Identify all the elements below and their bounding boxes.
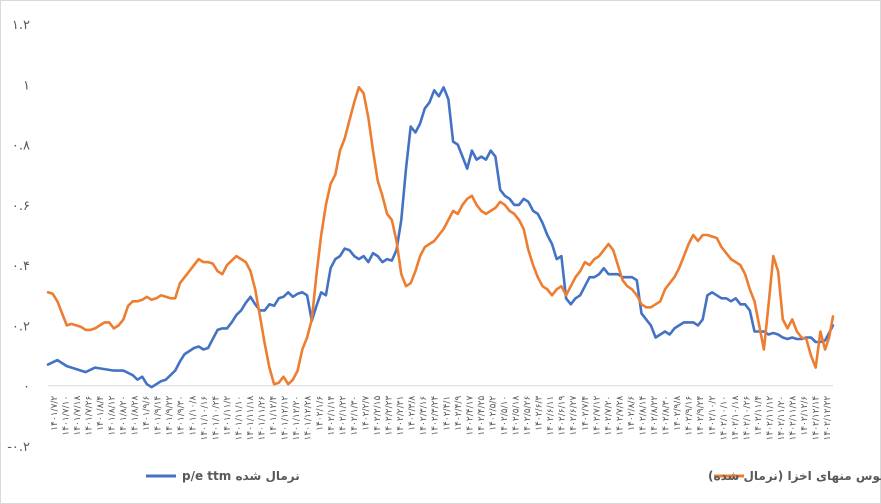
x-tick-label: ۱۴۰۱/۱۰/۲۴ bbox=[211, 396, 221, 441]
x-tick-label: ۱۴۰۱/۱۲/۱۲ bbox=[281, 396, 291, 441]
x-tick-label: ۱۴۰۲/۸/۶ bbox=[627, 396, 637, 431]
x-tick-label: ۱۴۰۲/۷/۴ bbox=[581, 396, 591, 431]
y-axis-ticks: -۰.۲ ۰ ۰.۲ ۰.۴ ۰.۶ ۰.۸ ۱ ۱.۲ bbox=[7, 18, 30, 455]
x-tick-label: ۱۴۰۲/۲/۱۵ bbox=[373, 396, 383, 436]
y-tick-label: ۱.۲ bbox=[12, 18, 30, 33]
x-tick-label: ۱۴۰۱/۷/۱۰ bbox=[61, 396, 71, 436]
x-tick-label: ۱۴۰۲/۸/۱۴ bbox=[639, 396, 649, 436]
x-tick-label: ۱۴۰۲/۸/۳۰ bbox=[662, 396, 672, 436]
x-tick-label: ۱۴۰۱/۷/۲ bbox=[50, 396, 60, 431]
x-tick-label: ۱۴۰۲/۲/۲۳ bbox=[385, 396, 395, 436]
x-tick-label: ۱۴۰۱/۱۲/۲۸ bbox=[304, 396, 314, 441]
x-tick-label: ۱۴۰۲/۷/۲۰ bbox=[604, 396, 614, 436]
x-tick-label: ۱۴۰۲/۵/۱۰ bbox=[500, 396, 510, 436]
x-tick-label: ۱۴۰۲/۳/۱۶ bbox=[419, 396, 429, 436]
legend: میانگین ۱۰ روزه تلاطم اهرم منهای لوتوس م… bbox=[146, 469, 881, 484]
x-tick-label: ۱۴۰۱/۹/۱۴ bbox=[154, 396, 164, 436]
y-tick-label: ۰.۶ bbox=[12, 199, 30, 214]
x-tick-label: ۱۴۰۱/۹/۶ bbox=[142, 396, 152, 431]
x-tick-label: ۱۴۰۱/۱۱/۱۸ bbox=[246, 396, 256, 441]
x-tick-label: ۱۴۰۲/۹/۸ bbox=[673, 396, 683, 431]
x-tick-label: ۱۴۰۱/۱۱/۱۰ bbox=[234, 396, 244, 441]
y-tick-label: ۰.۸ bbox=[12, 139, 30, 154]
x-tick-label: ۱۴۰۲/۱۰/۲ bbox=[708, 396, 718, 436]
x-tick-label: ۱۴۰۱/۷/۲۶ bbox=[84, 396, 94, 436]
x-tick-label: ۱۴۰۱/۸/۲۰ bbox=[119, 396, 129, 436]
series-line-1 bbox=[46, 86, 835, 386]
y-tick-label: ۰ bbox=[23, 380, 30, 395]
x-tick-label: ۱۴۰۲/۶/۲۷ bbox=[569, 396, 579, 436]
y-tick-label: ۱ bbox=[23, 78, 30, 93]
x-tick-label: ۱۴۰۲/۴/۱۷ bbox=[465, 396, 475, 436]
x-tick-label: ۱۴۰۲/۹/۱۶ bbox=[685, 396, 695, 436]
y-tick-label: -۰.۲ bbox=[7, 440, 30, 455]
x-tick-label: ۱۴۰۲/۵/۱۸ bbox=[512, 396, 522, 436]
x-tick-label: ۱۴۰۲/۷/۲۸ bbox=[615, 396, 625, 436]
x-tick-label: ۱۴۰۲/۱۱/۲۸ bbox=[789, 396, 799, 441]
x-tick-label: ۱۴۰۲/۶/۳ bbox=[535, 396, 545, 431]
y-tick-label: ۰.۴ bbox=[12, 259, 30, 274]
y-tick-label: ۰.۲ bbox=[12, 319, 30, 334]
x-tick-label: ۱۴۰۲/۱۰/۱۸ bbox=[731, 396, 741, 441]
x-tick-label: ۱۴۰۱/۹/۳۰ bbox=[177, 396, 187, 436]
series-lines bbox=[46, 86, 835, 389]
x-tick-label: ۱۴۰۲/۱/۲۲ bbox=[338, 396, 348, 436]
x-tick-label: ۱۴۰۱/۸/۱۲ bbox=[107, 396, 117, 436]
x-tick-label: ۱۴۰۲/۱۱/۴ bbox=[754, 396, 764, 436]
series-line-0 bbox=[46, 86, 835, 389]
x-tick-label: ۱۴۰۲/۶/۱۱ bbox=[546, 396, 556, 436]
x-tick-label: ۱۴۰۲/۴/۹ bbox=[454, 396, 464, 431]
x-tick-label: ۱۴۰۲/۵/۲۶ bbox=[523, 396, 533, 436]
x-tick-label: ۱۴۰۲/۱/۳۰ bbox=[350, 396, 360, 436]
x-tick-label: ۱۴۰۲/۱/۱۴ bbox=[327, 396, 337, 436]
x-tick-label: ۱۴۰۲/۲/۷ bbox=[361, 396, 371, 431]
x-tick-label: ۱۴۰۲/۱۱/۱۲ bbox=[766, 396, 776, 441]
x-tick-label: ۱۴۰۲/۱۲/۱۴ bbox=[812, 396, 822, 441]
x-tick-label: ۱۴۰۱/۱۲/۲۰ bbox=[292, 396, 302, 441]
legend-label-volatility: میانگین ۱۰ روزه تلاطم اهرم منهای لوتوس م… bbox=[708, 469, 881, 484]
x-tick-label: ۱۴۰۱/۸/۲۸ bbox=[131, 396, 141, 436]
x-tick-label: ۱۴۰۲/۱۲/۶ bbox=[800, 396, 810, 436]
x-tick-label: ۱۴۰۲/۷/۱۲ bbox=[592, 396, 602, 436]
x-tick-label: ۱۴۰۲/۸/۲۲ bbox=[650, 396, 660, 436]
x-tick-label: ۱۴۰۱/۱۲/۴ bbox=[269, 396, 279, 436]
x-tick-label: ۱۴۰۲/۶/۱۹ bbox=[558, 396, 568, 436]
x-axis-ticks: ۱۴۰۱/۷/۲ ۱۴۰۱/۷/۱۰ ۱۴۰۱/۷/۱۸ ۱۴۰۱/۷/۲۶ ۱۴۰۱/… bbox=[50, 396, 833, 441]
x-tick-label: ۱۴۰۱/۸/۴ bbox=[96, 396, 106, 431]
x-tick-label: ۱۴۰۱/۱۰/۸ bbox=[188, 396, 198, 436]
x-tick-label: ۱۴۰۲/۱۱/۲۰ bbox=[777, 396, 787, 441]
x-tick-label: ۱۴۰۲/۴/۱ bbox=[442, 396, 452, 431]
x-tick-label: ۱۴۰۲/۱۲/۲۲ bbox=[823, 396, 833, 441]
x-tick-label: ۱۴۰۱/۹/۲۲ bbox=[165, 396, 175, 436]
x-tick-label: ۱۴۰۲/۵/۲ bbox=[488, 396, 498, 431]
x-tick-label: ۱۴۰۲/۲/۳۱ bbox=[396, 396, 406, 436]
x-tick-label: ۱۴۰۱/۷/۱۸ bbox=[73, 396, 83, 436]
x-tick-label: ۱۴۰۱/۱۰/۱۶ bbox=[200, 396, 210, 441]
x-tick-label: ۱۴۰۱/۱۱/۲۶ bbox=[258, 396, 268, 441]
x-tick-label: ۱۴۰۱/۱۱/۲ bbox=[223, 396, 233, 436]
x-tick-label: ۱۴۰۲/۱/۶ bbox=[315, 396, 325, 431]
x-tick-label: ۱۴۰۲/۳/۸ bbox=[408, 396, 418, 431]
x-tick-label: ۱۴۰۲/۳/۲۴ bbox=[431, 396, 441, 436]
legend-label-pe: p/e ttm نرمال شده bbox=[182, 469, 300, 483]
x-tick-label: ۱۴۰۲/۹/۲۴ bbox=[696, 396, 706, 436]
x-tick-label: ۱۴۰۲/۱۰/۲۶ bbox=[742, 396, 752, 441]
x-tick-label: ۱۴۰۲/۱۰/۱۰ bbox=[719, 396, 729, 441]
x-tick-label: ۱۴۰۲/۴/۲۵ bbox=[477, 396, 487, 436]
